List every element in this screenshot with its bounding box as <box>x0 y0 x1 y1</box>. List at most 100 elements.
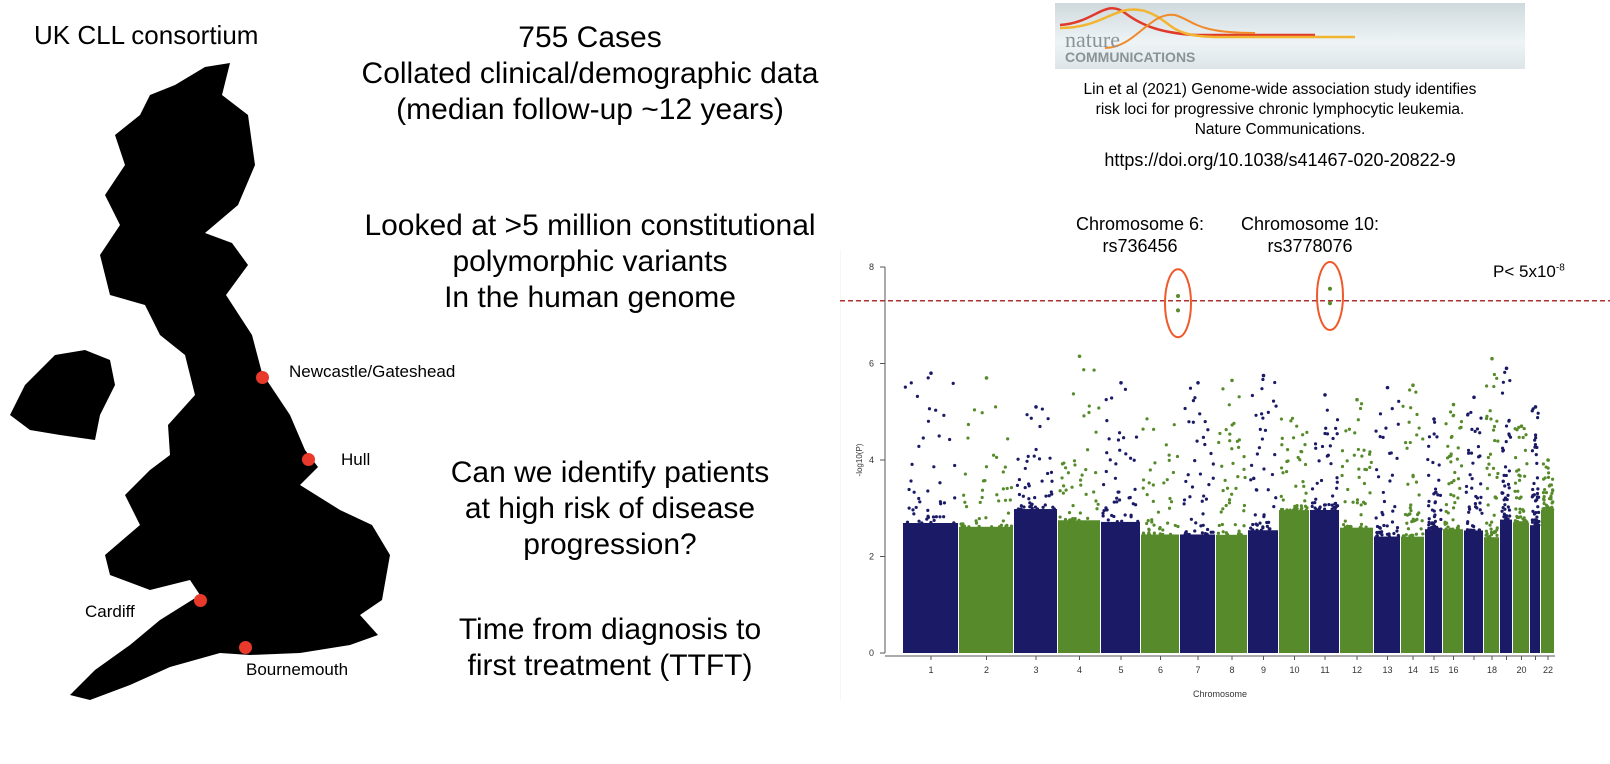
snp-point <box>1355 498 1360 502</box>
x-tick-label: 3 <box>1033 665 1038 675</box>
snp-point <box>1358 525 1362 529</box>
snp-point <box>1368 450 1372 454</box>
snp-point <box>1535 476 1540 480</box>
hit-label-line: Chromosome 6: <box>1075 214 1205 234</box>
peak-snp-point <box>1034 405 1038 409</box>
snp-point <box>1448 410 1453 414</box>
snp-point <box>1500 391 1505 395</box>
snp-point <box>1315 508 1319 512</box>
snp-point <box>1266 488 1270 492</box>
snp-point <box>1435 435 1439 439</box>
snp-point <box>1444 509 1448 514</box>
snp-point <box>1368 465 1372 470</box>
snp-point <box>1446 525 1450 529</box>
snp-point <box>1271 399 1276 403</box>
snp-point <box>1314 497 1318 501</box>
snp-point <box>1376 530 1380 535</box>
snp-point <box>1025 413 1029 417</box>
snp-point <box>1542 501 1546 506</box>
snp-point <box>1417 493 1421 497</box>
snp-point <box>1080 473 1084 477</box>
snp-point <box>1060 462 1065 466</box>
snp-point <box>1451 506 1456 510</box>
x-tick-label: 18 <box>1487 665 1497 675</box>
snp-point <box>937 434 941 438</box>
snp-point <box>1115 496 1119 500</box>
chromosome-block <box>1464 530 1483 653</box>
snp-point <box>1260 412 1264 416</box>
snp-point <box>1281 498 1285 502</box>
snp-point <box>926 376 930 380</box>
snp-point <box>1359 513 1363 517</box>
snp-point <box>1255 452 1259 456</box>
snp-point <box>1427 444 1431 448</box>
snp-point <box>1279 417 1284 421</box>
snp-point <box>1349 525 1353 529</box>
snp-point <box>1420 519 1424 523</box>
snp-point <box>1062 484 1066 488</box>
snp-point <box>1360 454 1364 458</box>
snp-point <box>994 455 999 459</box>
snp-point <box>1299 504 1303 508</box>
snp-point <box>1522 426 1526 431</box>
snp-point <box>1343 500 1347 504</box>
snp-point <box>1444 502 1449 507</box>
snp-point <box>1409 503 1413 507</box>
snp-point <box>1009 486 1014 490</box>
snp-point <box>911 508 915 512</box>
peak-snp-point <box>1519 424 1524 429</box>
snp-point <box>1356 447 1360 452</box>
snp-point <box>1508 435 1513 439</box>
snp-point <box>1459 425 1463 429</box>
snp-point <box>1328 444 1332 448</box>
snp-point <box>953 463 957 468</box>
snp-point <box>1459 420 1464 424</box>
snp-point <box>1261 416 1265 420</box>
snp-point <box>1397 399 1401 403</box>
snp-point <box>1193 529 1197 533</box>
doi-link[interactable]: https://doi.org/10.1038/s41467-020-20822… <box>1104 150 1456 170</box>
snp-point <box>1205 527 1210 532</box>
snp-point <box>963 472 968 476</box>
snp-point <box>1237 529 1241 533</box>
snp-point <box>1105 419 1109 423</box>
snp-point <box>1491 428 1496 432</box>
snp-point <box>1237 395 1241 399</box>
snp-point <box>1198 472 1203 476</box>
snp-point <box>980 495 984 500</box>
snp-point <box>962 524 967 528</box>
snp-point <box>1207 483 1211 487</box>
snp-point <box>1451 527 1455 531</box>
snp-point <box>1270 472 1275 477</box>
snp-point <box>1108 458 1112 462</box>
snp-point <box>1313 501 1317 505</box>
city-label-cardiff: Cardiff <box>85 602 135 621</box>
snp-point <box>1285 459 1289 464</box>
snp-point <box>1224 428 1228 432</box>
snp-point <box>1534 436 1538 440</box>
chromosome-1 <box>903 371 958 653</box>
snp-point <box>1001 487 1005 491</box>
snp-point <box>1327 502 1331 507</box>
snp-point <box>1380 510 1384 515</box>
y-axis-label: -log10(P) <box>855 443 864 476</box>
chromosome-19 <box>1500 366 1513 653</box>
snp-point <box>1444 527 1448 531</box>
snp-point <box>932 518 936 523</box>
snp-point <box>1517 473 1521 477</box>
snp-point <box>1280 443 1284 447</box>
snp-point <box>1259 528 1263 532</box>
snp-point <box>1449 452 1453 456</box>
chromosome-block <box>1216 534 1247 653</box>
city-label-bournemouth: Bournemouth <box>246 660 349 679</box>
snp-point <box>1542 495 1546 499</box>
snp-point <box>1504 517 1508 522</box>
snp-point <box>1325 408 1329 412</box>
snp-point <box>1242 524 1246 528</box>
chromosome-block <box>1058 520 1100 653</box>
snp-point <box>1533 522 1537 526</box>
snp-point <box>1191 420 1195 424</box>
snp-point <box>1158 532 1162 536</box>
snp-point <box>1258 521 1262 525</box>
